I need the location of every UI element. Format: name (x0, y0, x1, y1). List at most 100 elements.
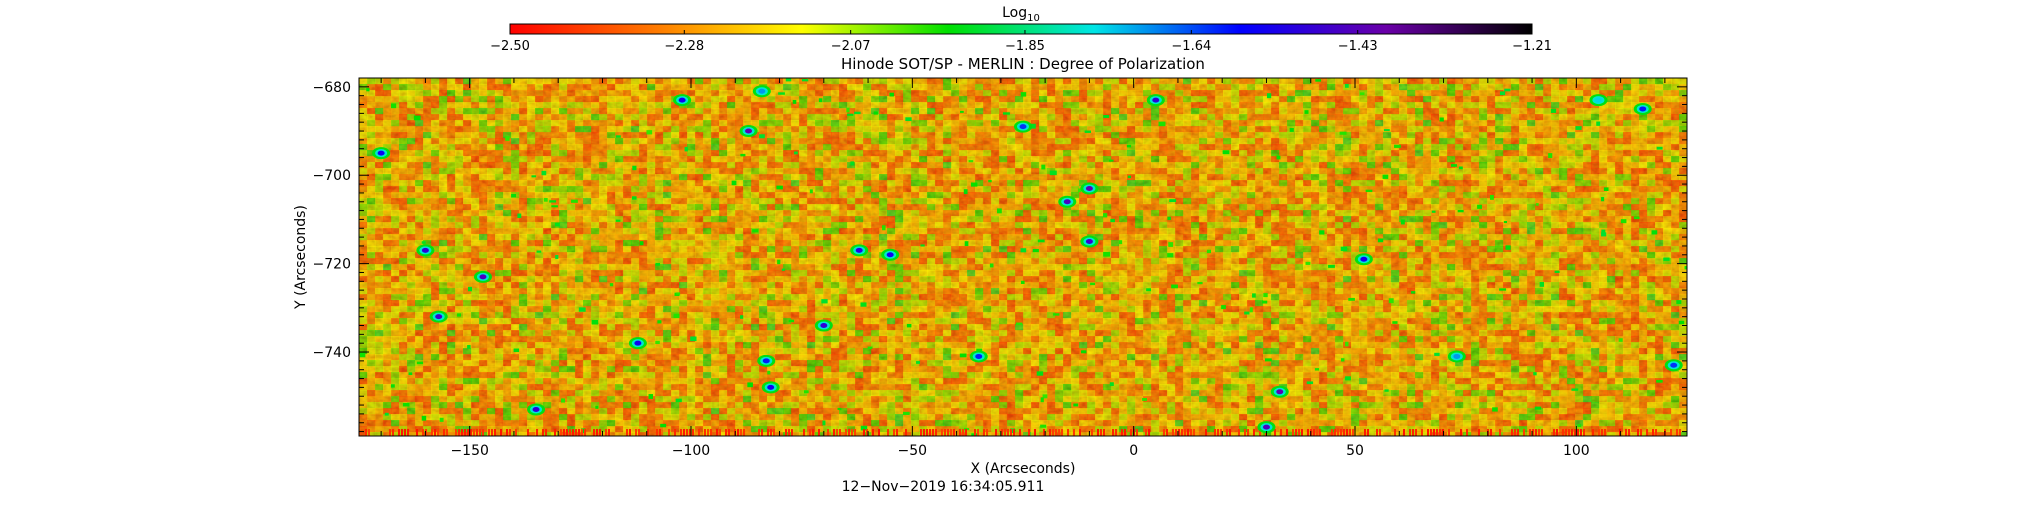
heatmap-cell (1583, 132, 1592, 139)
heatmap-cell (575, 162, 584, 169)
heatmap-cell (799, 174, 808, 181)
heatmap-cell (791, 192, 800, 199)
heatmap-cell (1583, 192, 1592, 199)
heatmap-cell (1255, 162, 1264, 169)
heatmap-cell (767, 90, 776, 97)
heatmap-cell (1207, 252, 1216, 259)
heatmap-cell (815, 114, 824, 121)
heatmap-cell (567, 210, 576, 217)
heatmap-cell (1663, 114, 1672, 121)
heatmap-cell (1543, 198, 1552, 205)
heatmap-cell (1527, 162, 1536, 169)
heatmap-cell (1535, 174, 1544, 181)
heatmap-cell (1463, 174, 1472, 181)
heatmap-cell (783, 240, 792, 247)
heatmap-cell (1479, 180, 1488, 187)
heatmap-cell (1423, 222, 1432, 229)
heatmap-cell (1127, 90, 1136, 97)
heatmap-cell (1175, 246, 1184, 253)
heatmap-cell (1071, 90, 1080, 97)
heatmap-cell (1439, 198, 1448, 205)
heatmap-cell (1079, 246, 1088, 253)
heatmap-cell (1175, 138, 1184, 145)
heatmap-cell (1511, 156, 1520, 163)
heatmap-cell (495, 240, 504, 247)
heatmap-cell (751, 162, 760, 169)
heatmap-cell (663, 246, 672, 253)
heatmap-cell (1583, 108, 1592, 115)
heatmap-cell (519, 78, 528, 85)
heatmap-cell (1159, 126, 1168, 133)
heatmap-cell (1231, 180, 1240, 187)
heatmap-cell (1455, 222, 1464, 229)
heatmap-cell (1615, 120, 1624, 127)
heatmap-cell (383, 90, 392, 97)
heatmap-cell (919, 114, 928, 121)
heatmap-cell (1623, 186, 1632, 193)
heatmap-cell (631, 114, 640, 121)
heatmap-cell (1295, 198, 1304, 205)
heatmap-cell (695, 216, 704, 223)
heatmap-cell (607, 114, 616, 121)
heatmap-cell (959, 234, 968, 241)
heatmap-cell (1095, 144, 1104, 151)
heatmap-cell (1119, 174, 1128, 181)
heatmap-cell (1615, 96, 1624, 103)
heatmap-cell (847, 78, 856, 85)
heatmap-cell (551, 240, 560, 247)
heatmap-cell (1175, 216, 1184, 223)
heatmap-cell (575, 198, 584, 205)
heatmap-cell (1255, 144, 1264, 151)
heatmap-cell (1031, 90, 1040, 97)
heatmap-cell (439, 246, 448, 253)
heatmap-cell (1215, 252, 1224, 259)
heatmap-cell (1423, 96, 1432, 103)
heatmap-cell (1247, 144, 1256, 151)
heatmap-cell (463, 222, 472, 229)
heatmap-cell (687, 150, 696, 157)
heatmap-cell (575, 138, 584, 145)
heatmap-cell (1103, 108, 1112, 115)
heatmap-cell (431, 144, 440, 151)
heatmap-cell (919, 252, 928, 259)
heatmap-cell (1207, 192, 1216, 199)
heatmap-cell (935, 198, 944, 205)
heatmap-cell (1031, 138, 1040, 145)
heatmap-cell (695, 222, 704, 229)
heatmap-cell (1359, 240, 1368, 247)
heatmap-cell (1215, 174, 1224, 181)
heatmap-cell (1151, 84, 1160, 91)
heatmap-cell (1223, 120, 1232, 127)
heatmap-cell (1239, 78, 1248, 85)
heatmap-cell (1191, 138, 1200, 145)
heatmap-cell (527, 204, 536, 211)
heatmap-cell (959, 240, 968, 247)
heatmap-cell (487, 234, 496, 241)
heatmap-cell (1071, 162, 1080, 169)
heatmap-cell (991, 240, 1000, 247)
heatmap-cell (1079, 216, 1088, 223)
heatmap-cell (1159, 192, 1168, 199)
heatmap-cell (703, 108, 712, 115)
heatmap-cell (1391, 78, 1400, 85)
heatmap-cell (1583, 126, 1592, 133)
heatmap-cell (1367, 180, 1376, 187)
heatmap-cell (367, 246, 376, 253)
heatmap-cell (1031, 234, 1040, 241)
heatmap-cell (647, 150, 656, 157)
heatmap-cell (1511, 186, 1520, 193)
heatmap-cell (735, 120, 744, 127)
heatmap-cell (575, 216, 584, 223)
heatmap-cell (1663, 234, 1672, 241)
heatmap-cell (623, 204, 632, 211)
heatmap-cell (503, 168, 512, 175)
heatmap-cell (831, 192, 840, 199)
heatmap-cell (807, 84, 816, 91)
heatmap-cell (599, 102, 608, 109)
heatmap-cell (1607, 180, 1616, 187)
heatmap-cell (887, 192, 896, 199)
heatmap-cell (1335, 120, 1344, 127)
heatmap-cell (1463, 228, 1472, 235)
heatmap-cell (543, 114, 552, 121)
heatmap-cell (775, 120, 784, 127)
